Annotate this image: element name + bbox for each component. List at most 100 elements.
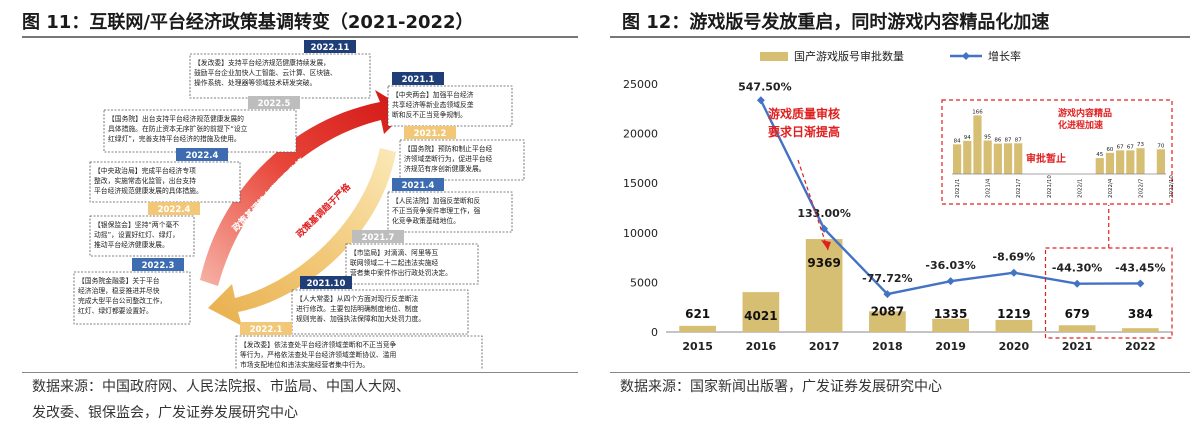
policy-event-1: 2022.5 【国务院】出台支持平台经济规范健康发展的具体措施。在防止资本无序扩张… [103, 96, 300, 153]
inset-x-label: 2022/1 [1077, 179, 1083, 198]
game-license-chart: 0 5000 10000 15000 20000 25000 2015 2016 2017 201… [623, 49, 1175, 353]
policy-event-box [89, 215, 195, 257]
policy-event-text: 济规范有序创新健康发展。 [404, 164, 486, 173]
growth-point [820, 224, 829, 233]
growth-point [756, 96, 765, 105]
policy-date-tag [148, 202, 200, 215]
policy-event-text: 化竞争政策基础地位。 [392, 216, 460, 225]
growth-label: -43.45% [1115, 261, 1165, 274]
game-source: 数据来源：国家新闻出版署，广发证券发展研究中心 [620, 379, 942, 395]
policy-event-text: 【银保监会】坚持“两个毫不 [94, 220, 179, 229]
legend-line-label: 增长率 [988, 49, 1021, 63]
policy-event-text: 【发改委】依法查处平台经济领域垄断和不正当竞争 [240, 340, 397, 349]
growth-label: -8.69% [993, 251, 1036, 264]
legend-line-marker [962, 52, 970, 60]
policy-event-box [345, 243, 479, 285]
policy-date-tag [300, 276, 352, 289]
policy-event-2: 2022.4 【中央政治局】完成平台经济专项整改，实施常态化监管，出台支持平台经济… [89, 148, 241, 203]
y-tick-label: 0 [651, 326, 658, 339]
policy-date-tag [404, 126, 456, 139]
policy-event-text: 平台经济规范健康发展的具体措施。 [94, 186, 203, 195]
annotation-quality-2: 要求日渐提高 [768, 124, 840, 139]
x-tick-label: 2015 [682, 340, 713, 353]
inset-bar-label: 67 [1117, 144, 1124, 150]
policy-date-label: 2022.4 [186, 151, 219, 161]
growth-label: 133.00% [797, 207, 850, 220]
policy-event-box [73, 271, 191, 325]
policy-date-label: 2022.3 [142, 261, 175, 271]
policy-date-tag [392, 72, 444, 85]
legend-bar-label: 国产游戏版号审批数量 [794, 49, 904, 63]
growth-point [1073, 279, 1082, 288]
inset-x-label: 2022/10 [1169, 175, 1175, 198]
bar-2022 [1122, 328, 1159, 332]
policy-event-text: 共享经济等新业态领域反垄 [392, 100, 474, 109]
inset-x-label: 2021/10 [1047, 175, 1053, 198]
bar-2020 [995, 319, 1033, 332]
bar-value-label: 4021 [744, 309, 777, 323]
policy-source-line-1: 数据来源：中国政府网、人民法院报、市监局、中国人大网、 [32, 379, 410, 395]
growth-point [1136, 279, 1145, 288]
growth-point [1009, 268, 1018, 277]
policy-event-box [387, 191, 513, 233]
policy-event-box [103, 109, 297, 153]
inset-bar-label: 94 [964, 135, 971, 141]
policy-event-box [89, 161, 241, 203]
policy-event-text: 【中央两会】加强平台经济 [392, 90, 474, 99]
policy-event-text: 营者集中案件作出行政处罚决定。 [350, 268, 452, 277]
bar-value-label: 679 [1065, 307, 1090, 321]
policy-event-text: 【发改委】支持平台经济规范健康持续发展， [194, 58, 330, 67]
policy-source: 数据来源：中国政府网、人民法院报、市监局、中国人大网、 发改委、银保监会，广发证… [32, 374, 572, 426]
annotation-content-1: 游戏内容精品 [1058, 107, 1112, 119]
inset-bar-label: 87 [1015, 137, 1022, 143]
policy-date-label: 2021.7 [362, 233, 395, 243]
bar-2021 [1058, 325, 1096, 332]
inset-bar [1156, 149, 1165, 174]
policy-event-box [235, 335, 483, 370]
policy-event-text: 红灯、绿灯都要设置好。 [78, 306, 153, 315]
inset-bar [963, 140, 972, 174]
policy-event-text: 断和反不正当竞争规制。 [392, 110, 467, 119]
policy-event-text: 【国务院金融委】关于平台 [78, 276, 160, 285]
policy-date-tag [176, 148, 228, 161]
title-rule [22, 36, 578, 38]
policy-event-text: 不正当竞争案件审理工作，强 [392, 206, 481, 215]
y-tick-label: 20000 [623, 128, 658, 141]
source-rule-right [610, 372, 1190, 373]
policy-event-text: 【国务院】出台支持平台经济规范健康发展的 [108, 114, 244, 123]
inset-bar-label: 95 [984, 134, 991, 140]
policy-event-text: 操作系统、处理器等领域技术研发突破。 [194, 78, 316, 87]
y-tick-label: 5000 [630, 276, 658, 289]
policy-event-text: 联网领域二十二起违法实施经 [350, 258, 439, 267]
legend-bar-swatch [760, 52, 788, 61]
x-tick-label: 2018 [872, 340, 903, 353]
bar-value-label: 2087 [871, 305, 904, 319]
policy-event-text: 等行为，严格依法查处平台经济领域垄断协议、滥用 [240, 350, 397, 359]
inset-bar [983, 140, 992, 174]
bar-2018 [869, 311, 906, 332]
inset-bar [1095, 158, 1104, 174]
policy-event-9: 2021.10 【人大常委】从四个方面对现行反垄断法进行修改。主要包括明确制度地位… [291, 276, 469, 335]
growth-label: 547.50% [738, 80, 791, 93]
policy-event-text: 完成大型平台公司整改工作， [78, 296, 166, 305]
policy-event-box [291, 289, 469, 335]
inset-bar [953, 144, 962, 174]
policy-event-text: 具体措施。在防止资本无序扩张的前提下“设立 [108, 124, 248, 133]
policy-date-tag [248, 96, 300, 109]
annotation-content-2: 化进程加速 [1058, 119, 1103, 131]
policy-date-label: 2021.4 [402, 181, 435, 191]
x-tick-label: 2022 [1125, 340, 1156, 353]
policy-date-label: 2021.2 [414, 129, 447, 139]
policy-event-text: 规则完善、加强执法保障和加大处罚力度。 [296, 314, 425, 323]
y-tick-label: 25000 [623, 78, 658, 91]
inset-bar [1105, 152, 1115, 174]
x-tick-label: 2016 [746, 340, 777, 353]
inset-bar-label: 86 [994, 138, 1001, 144]
inset-bar-label: 70 [1157, 143, 1164, 149]
policy-date-label: 2022.11 [311, 43, 350, 53]
x-tick-label: 2020 [999, 340, 1030, 353]
x-tick-label: 2019 [935, 340, 966, 353]
bar-value-label: 1219 [997, 307, 1030, 321]
policy-date-label: 2022.1 [250, 325, 283, 335]
inset-bar [1136, 148, 1145, 174]
